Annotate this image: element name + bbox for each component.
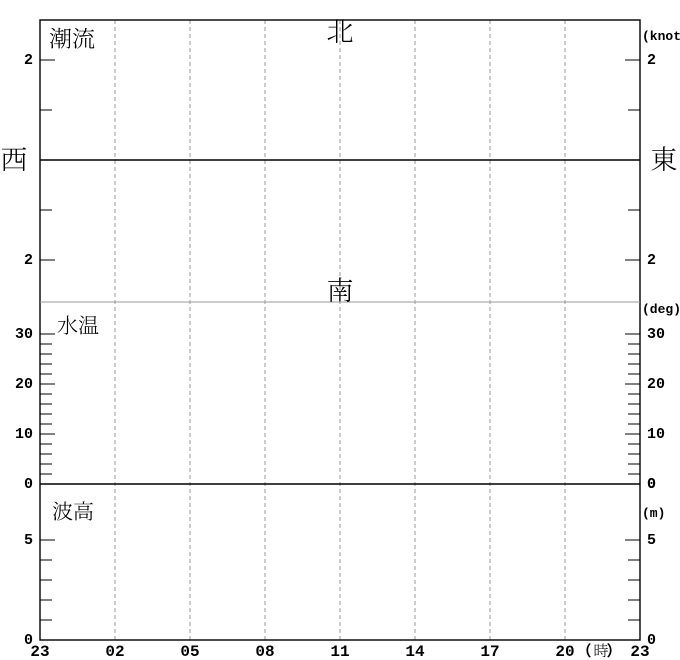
svg-text:2: 2 bbox=[24, 52, 33, 69]
svg-text:23: 23 bbox=[630, 643, 649, 660]
svg-text:17: 17 bbox=[480, 643, 499, 660]
svg-text:波高: 波高 bbox=[52, 496, 94, 526]
svg-text:10: 10 bbox=[15, 426, 33, 443]
svg-text:(deg): (deg) bbox=[642, 302, 680, 317]
svg-text:(m): (m) bbox=[642, 506, 665, 521]
svg-text:2: 2 bbox=[647, 252, 656, 269]
svg-text:（: （ bbox=[576, 640, 591, 660]
svg-text:）: ） bbox=[606, 640, 621, 660]
svg-text:05: 05 bbox=[180, 643, 199, 660]
svg-text:20: 20 bbox=[647, 376, 665, 393]
svg-text:11: 11 bbox=[330, 643, 349, 660]
svg-text:08: 08 bbox=[255, 643, 274, 660]
svg-text:30: 30 bbox=[647, 326, 665, 343]
svg-text:02: 02 bbox=[105, 643, 124, 660]
svg-text:23: 23 bbox=[30, 643, 49, 660]
svg-text:20: 20 bbox=[15, 376, 33, 393]
svg-text:10: 10 bbox=[647, 426, 665, 443]
svg-text:0: 0 bbox=[24, 476, 33, 493]
svg-text:14: 14 bbox=[405, 643, 425, 660]
svg-text:(knot): (knot) bbox=[642, 29, 680, 44]
svg-text:0: 0 bbox=[647, 476, 656, 493]
svg-text:20: 20 bbox=[555, 643, 574, 660]
svg-text:水温: 水温 bbox=[57, 310, 99, 340]
svg-text:潮流: 潮流 bbox=[49, 21, 95, 54]
svg-text:東: 東 bbox=[651, 138, 678, 177]
svg-text:5: 5 bbox=[24, 532, 33, 549]
svg-text:2: 2 bbox=[647, 52, 656, 69]
svg-text:5: 5 bbox=[647, 532, 656, 549]
svg-text:北: 北 bbox=[327, 10, 354, 49]
svg-text:2: 2 bbox=[24, 252, 33, 269]
svg-text:南: 南 bbox=[327, 269, 354, 308]
svg-text:西: 西 bbox=[1, 138, 28, 177]
svg-text:30: 30 bbox=[15, 326, 33, 343]
